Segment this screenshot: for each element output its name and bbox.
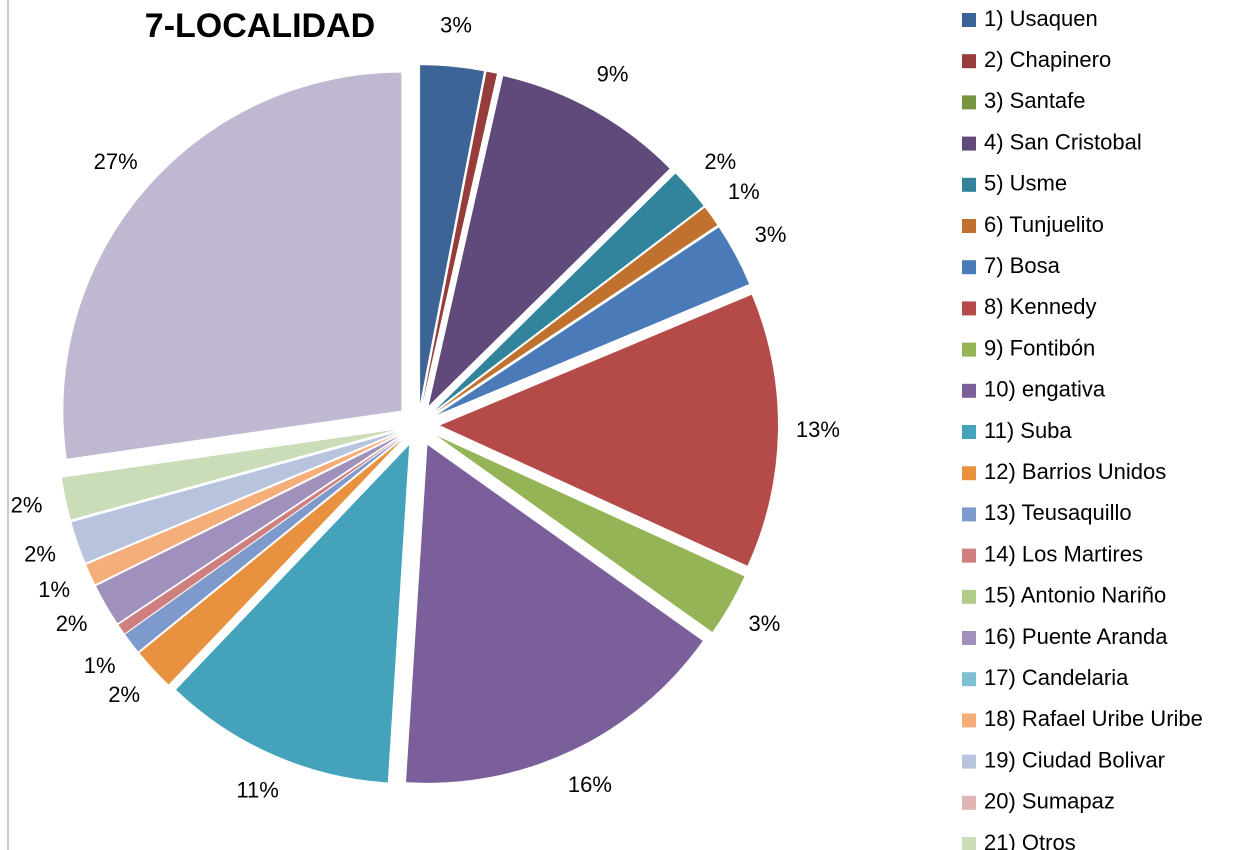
legend-swatch (962, 795, 976, 810)
legend-swatch (962, 260, 976, 275)
legend-swatch (962, 301, 976, 316)
data-label: 3% (440, 13, 472, 38)
data-label: 13% (796, 417, 840, 442)
data-label: 9% (597, 61, 629, 86)
legend-swatch (962, 383, 976, 398)
legend-swatch (962, 631, 976, 645)
pie-slice (71, 432, 398, 563)
pie-slice (61, 429, 397, 520)
data-label: 3% (755, 222, 787, 247)
legend-label: 4) San Cristobal (984, 129, 1142, 154)
legend-label: 12) Barrios Unidos (984, 459, 1166, 484)
legend-swatch (962, 672, 976, 687)
legend-label: 13) Teusaquillo (984, 500, 1132, 525)
legend-label: 20) Sumapaz (984, 789, 1115, 814)
pie-slice (63, 72, 402, 459)
data-label: 1% (38, 577, 70, 602)
legend-swatch (962, 177, 976, 192)
legend-label: 2) Chapinero (984, 47, 1111, 72)
pie-slice (437, 436, 745, 633)
legend-label: 19) Ciudad Bolivar (984, 747, 1165, 772)
legend-swatch (962, 754, 976, 769)
legend-swatch (962, 589, 976, 604)
legend-label: 15) Antonio Nariño (984, 583, 1166, 608)
legend-label: 1) Usaquen (984, 6, 1098, 31)
legend-swatch (962, 342, 976, 357)
legend-label: 3) Santafe (984, 88, 1086, 113)
legend-swatch (962, 13, 976, 27)
data-label: 16% (568, 772, 612, 797)
data-label: 27% (94, 149, 138, 174)
legend-swatch (962, 219, 976, 233)
pie-slice (420, 65, 485, 404)
legend-swatch (962, 837, 976, 850)
legend-label: 7) Bosa (984, 253, 1061, 278)
legend-label: 11) Suba (984, 418, 1072, 443)
data-label: 1% (728, 179, 760, 204)
pie-slice (96, 436, 399, 624)
data-label: 1% (84, 653, 116, 678)
legend-label: 14) Los Martires (984, 541, 1143, 566)
legend-swatch (962, 425, 976, 439)
legend-swatch (962, 466, 976, 481)
chart-title: 7-LOCALIDAD (145, 7, 375, 45)
legend-swatch (962, 54, 976, 69)
pie-slice (435, 207, 718, 413)
legend-label: 21) Otros (984, 830, 1076, 850)
legend-swatch (962, 507, 976, 522)
data-label: 2% (56, 611, 88, 636)
legend-label: 5) Usme (984, 171, 1067, 196)
legend-label: 17) Candelaria (984, 665, 1129, 690)
pie-slice (139, 439, 402, 685)
legend-swatch (962, 136, 976, 151)
data-label: 2% (704, 149, 736, 174)
legend-label: 6) Tunjuelito (984, 212, 1104, 237)
pie-slice (422, 71, 497, 404)
data-label: 2% (11, 493, 43, 518)
legend-swatch (962, 548, 976, 563)
legend-label: 8) Kennedy (984, 294, 1097, 319)
pie-slice (439, 294, 778, 566)
pie-slice (86, 434, 398, 585)
pie-slice (428, 76, 670, 406)
legend-label: 10) engativa (984, 377, 1106, 402)
legend-label: 18) Rafael Uribe Uribe (984, 706, 1203, 731)
legend-swatch (962, 713, 976, 728)
data-label: 2% (108, 682, 140, 707)
pie-slice (125, 438, 401, 652)
data-label: 3% (749, 611, 781, 636)
legend-label: 9) Fontibón (984, 335, 1095, 360)
legend-label: 16) Puente Aranda (984, 624, 1168, 649)
data-label: 2% (24, 542, 56, 567)
pie-slice (437, 227, 750, 415)
pie-slice (406, 444, 703, 783)
pie-slice (175, 445, 410, 783)
legend-swatch (962, 95, 976, 110)
data-label: 11% (236, 777, 278, 802)
pie-slice (118, 437, 400, 634)
pie-slice (434, 173, 704, 411)
